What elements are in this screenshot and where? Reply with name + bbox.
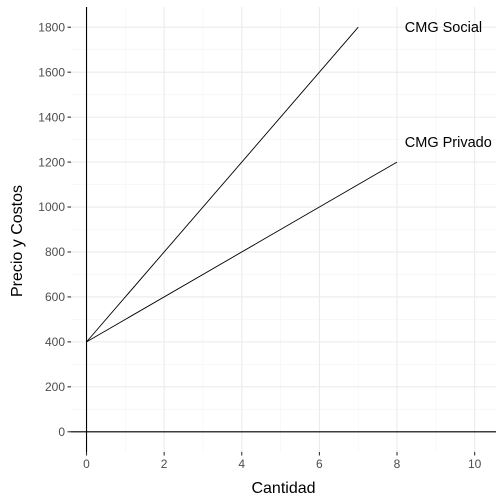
y-tick-label: 0 — [58, 425, 65, 439]
series-group — [86, 26, 398, 343]
x-tick-label: 4 — [238, 457, 245, 471]
x-axis-ticks: 0 2 4 6 8 10 — [83, 452, 482, 471]
y-axis-ticks: 0 200 400 600 800 1000 1200 1400 1600 1800 — [38, 20, 71, 439]
x-tick-label: 2 — [161, 457, 168, 471]
y-tick-label: 200 — [45, 380, 65, 394]
y-tick-label: 800 — [45, 245, 65, 259]
x-tick-label: 0 — [83, 457, 90, 471]
y-axis-title: Precio y Costos — [9, 185, 26, 297]
series-label-cmg-social: CMG Social — [405, 20, 482, 36]
y-tick-label: 600 — [45, 290, 65, 304]
x-tick-label: 6 — [316, 457, 323, 471]
series-labels: CMG Social CMG Privado — [405, 20, 492, 151]
reference-lines — [71, 7, 496, 452]
series-label-cmg-privado: CMG Privado — [405, 135, 492, 151]
x-tick-label: 8 — [394, 457, 401, 471]
y-tick-label: 1800 — [38, 20, 65, 34]
y-tick-label: 1200 — [38, 155, 65, 169]
grid — [71, 7, 496, 452]
y-tick-label: 1400 — [38, 110, 65, 124]
x-axis-title: Cantidad — [251, 480, 315, 497]
series-line-cmg-social — [86, 26, 359, 343]
y-tick-label: 1600 — [38, 65, 65, 79]
series-line-cmg-privado — [86, 161, 398, 343]
y-tick-label: 1000 — [38, 200, 65, 214]
y-tick-label: 400 — [45, 335, 65, 349]
x-tick-label: 10 — [468, 457, 482, 471]
